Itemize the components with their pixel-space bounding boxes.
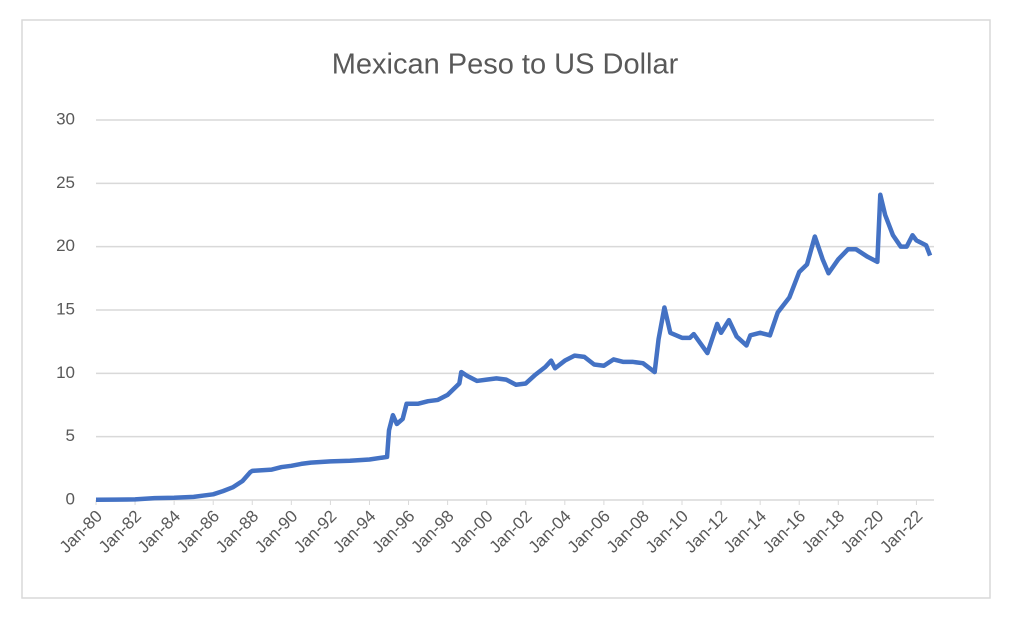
y-tick-label: 20: [56, 236, 75, 255]
chart-title: Mexican Peso to US Dollar: [332, 49, 679, 81]
y-tick-label: 25: [56, 173, 75, 192]
y-tick-label: 10: [56, 363, 75, 382]
chart-border: [21, 19, 991, 599]
y-tick-label: 15: [56, 299, 75, 318]
y-tick-label: 5: [66, 426, 75, 445]
y-tick-label: 0: [66, 489, 75, 508]
line-series: [95, 192, 933, 502]
y-tick-label: 30: [56, 109, 75, 128]
